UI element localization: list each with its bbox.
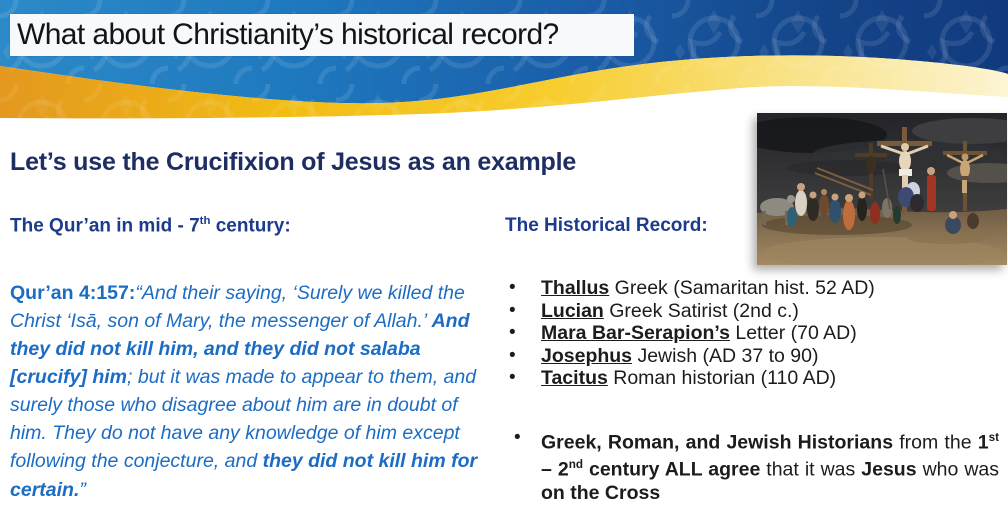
text-segment: ” (79, 478, 86, 501)
source-list-item: Josephus Jewish (AD 37 to 90) (505, 345, 975, 368)
text-segment: Qur’an 4:157 (10, 282, 129, 304)
text-segment: they did not kill him for certain. (10, 450, 478, 501)
source-detail: Greek (Samaritan hist. 52 AD) (609, 277, 875, 299)
text-segment: Greek, Roman, and Jewish Historians (541, 431, 894, 454)
text-segment: “And their saying, ‘Surely we killed the… (10, 282, 465, 333)
source-name: Thallus (541, 277, 610, 299)
text-segment: Jesus (861, 458, 917, 481)
historians-conclusion: Greek, Roman, and Jewish Historians from… (505, 427, 999, 504)
quran-quote: Qur’an 4:157:“And their saying, ‘Surely … (10, 279, 494, 504)
source-detail: Greek Satirist (2nd c.) (603, 299, 799, 322)
source-list-item: Tacitus Roman historian (110 AD) (505, 367, 975, 390)
text-segment: who was (916, 458, 1000, 481)
source-list-item: Thallus Greek (Samaritan hist. 52 AD) (505, 277, 975, 300)
source-detail: Roman historian (110 AD) (607, 367, 837, 390)
text-segment: that it was (760, 458, 862, 481)
text-segment: : (128, 282, 136, 304)
source-name: Josephus (541, 344, 633, 367)
title-box: What about Christianity’s historical rec… (10, 14, 634, 56)
text-segment: And they did not kill him, and they did … (10, 310, 470, 389)
text-segment: century ALL agree (582, 458, 761, 481)
source-name: Lucian (541, 299, 604, 322)
historical-sources-list: Thallus Greek (Samaritan hist. 52 AD)Luc… (505, 277, 975, 390)
source-name: Mara Bar-Serapion’s (541, 322, 730, 345)
text-segment: ; but it was made to appear to them, and… (10, 366, 477, 473)
text-segment: on the Cross (541, 481, 661, 504)
crucifixion-painting-image (757, 113, 1007, 265)
quran-column-heading: The Qur’an in mid - 7th century: (10, 215, 480, 237)
text-segment: – 2 (541, 458, 569, 481)
source-list-item: Mara Bar-Serapion’s Letter (70 AD) (505, 322, 975, 345)
text-segment: century: (210, 215, 291, 237)
text-segment: th (199, 215, 211, 227)
source-detail: Letter (70 AD) (729, 322, 857, 345)
text-segment: from the (893, 431, 978, 454)
section-heading: Let’s use the Crucifixion of Jesus as an… (10, 148, 577, 176)
text-segment: The Qur’an in mid - 7 (10, 215, 200, 237)
slide-title: What about Christianity’s historical rec… (17, 18, 559, 51)
text-segment: 1 (977, 431, 989, 454)
source-list-item: Lucian Greek Satirist (2nd c.) (505, 300, 975, 323)
source-detail: Jewish (AD 37 to 90) (632, 344, 819, 367)
source-name: Tacitus (541, 367, 608, 390)
text-segment: nd (568, 458, 583, 472)
text-segment: st (988, 431, 999, 444)
historical-record-heading: The Historical Record: (505, 215, 708, 236)
